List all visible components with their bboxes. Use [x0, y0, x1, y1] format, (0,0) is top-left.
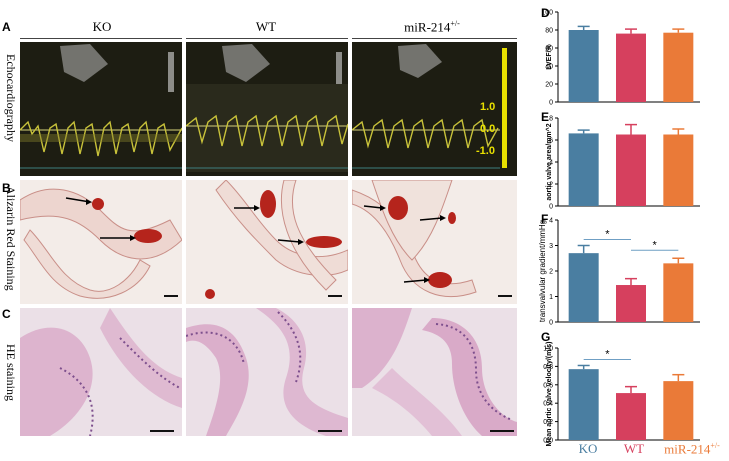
y-tick-label-e: 6 [549, 138, 553, 145]
panel-letter-a: A [2, 20, 11, 34]
bar-e-2 [663, 134, 694, 206]
x-label-wt: WT [604, 441, 664, 457]
y-tick-label-g: 0.8 [543, 364, 553, 371]
panel-letter-e: E [541, 110, 550, 124]
echo-image-wt [186, 42, 348, 176]
y-tick-label-g: 1.0 [543, 346, 553, 353]
bar-e-1 [616, 134, 646, 206]
panel-letter-f: F [541, 212, 549, 226]
scale-bar [318, 430, 342, 432]
scale-bar [164, 295, 178, 297]
y-axis-label-d: LVEF/% [546, 43, 553, 69]
he-image-ko [20, 308, 182, 436]
y-tick-label-d: 80 [545, 28, 553, 35]
bar-f-1 [616, 285, 646, 322]
column-label-mir214-text: miR-214 [404, 19, 451, 35]
y-tick-label-d: 0 [549, 100, 553, 107]
scale-bar [490, 430, 514, 432]
panel-letter-d: D [541, 6, 550, 20]
x-label-mir214-superscript: +/- [710, 441, 720, 450]
y-axis-label-f: transvalvular gradient/mmHg [538, 220, 547, 322]
y-tick-label-e: 2 [549, 182, 553, 189]
x-label-ko-text: KO [578, 441, 598, 456]
significance-star-f: * [653, 239, 658, 251]
y-tick-label-e: 8 [549, 116, 553, 123]
y-tick-label-f: 1 [549, 294, 553, 301]
he-tissue-ko [20, 308, 182, 436]
column-rule-mir214 [352, 38, 517, 39]
alizarin-image-ko [20, 180, 182, 304]
he-image-mir214 [352, 308, 517, 436]
bar-d-1 [616, 33, 646, 102]
significance-star-g: * [605, 348, 610, 360]
bar-d-0 [568, 30, 599, 102]
bar-g-0 [568, 369, 599, 440]
bar-f-2 [663, 263, 694, 322]
y-tick-label-f: 2 [549, 269, 553, 276]
alizarin-tissue-mir214 [352, 180, 477, 298]
x-label-mir214: miR-214+/- [652, 441, 729, 457]
y-axis-label-e: aortic valve area/mm^2 [545, 123, 553, 200]
x-label-wt-text: WT [623, 441, 645, 456]
x-label-ko: KO [558, 441, 618, 457]
y-tick-label-d: 40 [545, 64, 553, 71]
echo-trace-wt [186, 44, 348, 172]
y-tick-label-g: 0.2 [543, 419, 553, 426]
scale-bar [328, 295, 342, 297]
y-tick-label-d: 20 [545, 82, 553, 89]
significance-star-f: * [605, 229, 610, 241]
he-tissue-mir214 [352, 308, 517, 436]
column-label-mir214-superscript: +/- [450, 19, 460, 28]
scale-bar [498, 295, 512, 297]
echo-scale-label-0: 0.0 [480, 123, 495, 135]
y-tick-label-e: 4 [549, 160, 553, 167]
panel-letter-b: B [2, 181, 11, 195]
alizarin-image-mir214 [352, 180, 517, 304]
alizarin-tissue-wt [205, 180, 348, 299]
x-label-mir214-text: miR-214 [664, 441, 711, 457]
bar-d-2 [663, 32, 694, 103]
y-tick-label-g: 0.6 [543, 382, 553, 389]
y-tick-label-e: 0 [549, 204, 553, 211]
alizarin-tissue-ko [20, 188, 182, 299]
echo-trace-ko [20, 44, 182, 169]
echo-scale-label-minus1: -1.0 [476, 145, 495, 157]
column-rule-wt [186, 38, 348, 39]
echo-scale-label-1: 1.0 [480, 101, 495, 113]
echo-image-mir214: 1.0 0.0 -1.0 [352, 42, 517, 176]
panel-letter-g: G [541, 330, 551, 344]
scale-bar [150, 430, 174, 432]
echo-image-ko [20, 42, 182, 176]
bar-g-2 [663, 381, 694, 440]
y-tick-label-g: 0.4 [543, 401, 553, 408]
y-tick-label-f: 3 [549, 243, 553, 250]
bar-g-1 [616, 393, 646, 440]
panel-letter-c: C [2, 307, 11, 321]
bar-e-0 [568, 133, 599, 206]
column-rule-ko [20, 38, 182, 39]
he-tissue-wt [186, 308, 348, 436]
y-tick-label-d: 100 [541, 10, 553, 17]
y-tick-label-f: 4 [549, 218, 553, 225]
echo-trace-mir214: 1.0 0.0 -1.0 [352, 44, 507, 169]
y-tick-label-f: 0 [549, 320, 553, 327]
he-image-wt [186, 308, 348, 436]
bar-f-0 [568, 253, 599, 322]
y-axis-label-g: Mean aortic valve velocity/(m/s) [546, 341, 553, 446]
alizarin-image-wt [186, 180, 348, 304]
column-label-wt: WT [255, 19, 277, 34]
column-label-mir214: miR-214+/- [352, 19, 512, 35]
column-label-ko: KO [92, 19, 112, 34]
y-tick-label-d: 60 [545, 46, 553, 53]
y-tick-label-g: 0.0 [543, 438, 553, 445]
